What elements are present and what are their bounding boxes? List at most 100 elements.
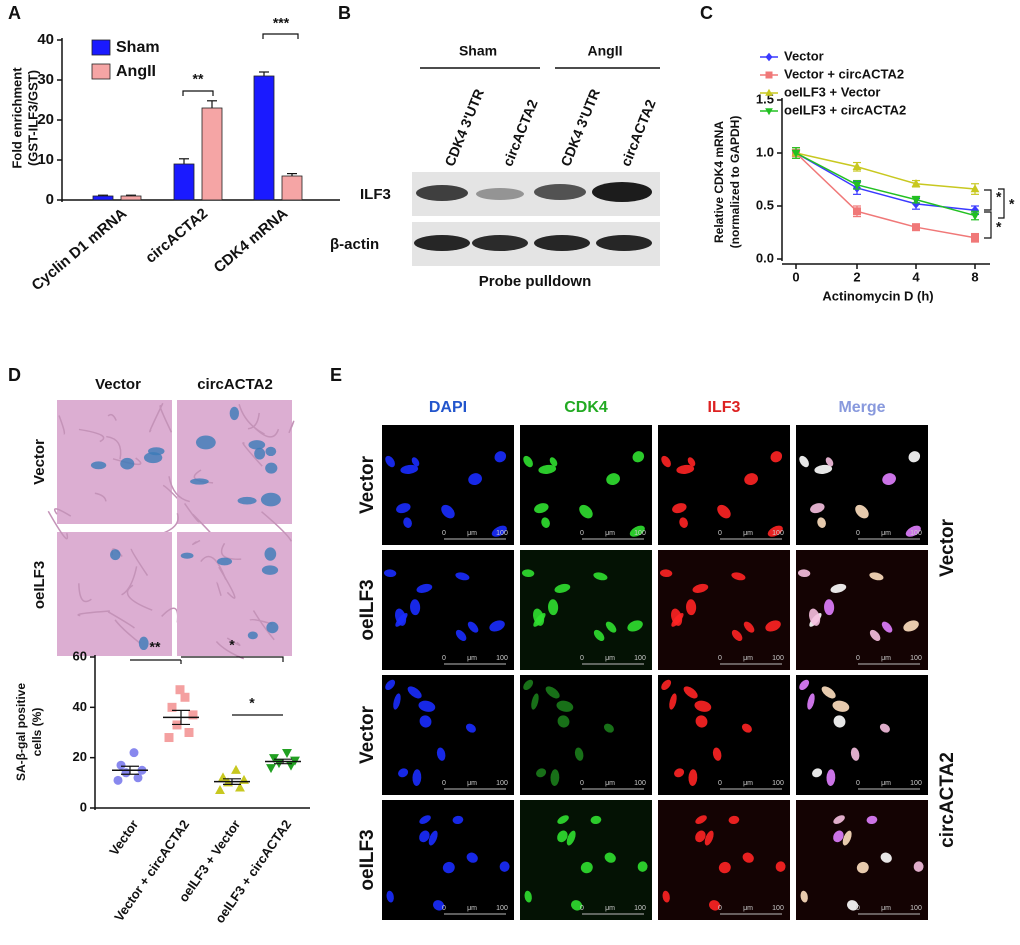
micrograph [382, 800, 514, 920]
scale-bar-label: 100 [634, 655, 646, 662]
nucleus [428, 830, 438, 846]
y-tick-label: 1.0 [756, 144, 774, 159]
nucleus [466, 852, 478, 863]
row-label: oeILF3 [357, 579, 378, 640]
cell-outline [192, 539, 201, 546]
nucleus [687, 457, 696, 467]
cell-outline [78, 583, 92, 603]
panel-label: B [338, 3, 351, 23]
nucleus [468, 473, 482, 486]
cell-outline [121, 566, 138, 596]
nucleus [671, 608, 683, 626]
annotation: * [229, 637, 235, 653]
scale-bar-label: 0 [442, 530, 446, 537]
nucleus [913, 861, 924, 872]
cytoplasm-glow [658, 550, 790, 670]
nucleus [632, 451, 645, 463]
annotation: * [996, 219, 1002, 235]
channel-label: DAPI [429, 399, 467, 416]
micrograph [658, 425, 790, 545]
nucleus [810, 503, 825, 514]
nucleus [385, 679, 396, 691]
nucleus [744, 473, 758, 486]
nucleus [866, 815, 878, 825]
nucleus [800, 890, 808, 903]
marker [116, 760, 126, 770]
legend-swatch [91, 63, 111, 80]
legend-label: Vector + circACTA2 [784, 66, 904, 81]
row-label: Vector [357, 455, 378, 514]
bar [281, 175, 303, 201]
nucleus [676, 464, 695, 474]
nucleus [855, 504, 869, 519]
nucleus [557, 815, 569, 824]
nucleus [403, 517, 412, 528]
y-tick-label: 40 [37, 31, 54, 48]
scale-bar-label: μm [467, 905, 477, 912]
legend-label: oeILF3 + circACTA2 [784, 102, 906, 117]
nucleus [386, 890, 394, 903]
nucleus [814, 464, 833, 474]
marker [282, 749, 292, 759]
significance-brackets [984, 188, 1005, 239]
y-tick-label: 60 [73, 648, 87, 663]
nucleus [491, 525, 507, 537]
cell-outline [47, 510, 69, 540]
annotation: *** [273, 15, 290, 31]
nucleus [523, 455, 533, 468]
nucleus [903, 620, 919, 632]
marker [970, 212, 980, 221]
cell-outline [94, 492, 107, 502]
nucleus [494, 451, 507, 463]
nucleus [661, 679, 672, 691]
nucleus [452, 815, 464, 825]
nucleus [712, 747, 722, 761]
row-label: Vector [357, 705, 378, 764]
cell-outline [220, 542, 242, 560]
nucleus [775, 861, 786, 872]
nucleus [604, 852, 616, 863]
cytoplasm-glow [520, 550, 652, 670]
blot-caption: Probe pulldown [479, 273, 592, 290]
nucleus [842, 830, 852, 846]
nucleus [396, 503, 411, 514]
marker [853, 207, 861, 216]
y-axis-label: SA-β-gal positive [14, 683, 28, 781]
cell-outline [226, 637, 241, 647]
nucleus [833, 715, 846, 728]
marker [180, 692, 190, 702]
bar [120, 195, 142, 201]
x-tick-label: Cyclin D1 mRNA [29, 205, 131, 294]
nucleus [807, 693, 815, 710]
nucleus [826, 769, 836, 786]
marker [188, 710, 198, 720]
cell-outline [261, 511, 292, 542]
x-tick-label: 0 [792, 269, 799, 284]
cell-outline [168, 476, 190, 503]
legend-label: oeILF3 + Vector [784, 84, 880, 99]
nucleus [521, 569, 535, 578]
x-tick-label: Vector [106, 817, 141, 858]
nucleus [683, 686, 698, 699]
micrograph [796, 550, 928, 670]
nucleus [830, 583, 847, 593]
stain [110, 549, 121, 561]
cell-outline [252, 610, 275, 641]
nucleus [393, 693, 401, 710]
marker [235, 782, 245, 792]
nucleus [695, 715, 708, 728]
marker [971, 233, 979, 242]
nucleus [398, 768, 409, 778]
series-line [795, 152, 976, 239]
stain [265, 446, 277, 457]
nucleus [695, 830, 706, 843]
stain [248, 440, 266, 450]
y-axis-label: Fold enrichment [9, 67, 24, 169]
nucleus [412, 769, 422, 786]
cell-outline [247, 412, 260, 430]
nucleus [709, 900, 721, 911]
nucleus [908, 451, 921, 463]
nucleus [436, 747, 446, 761]
scale-bar-label: 0 [442, 655, 446, 662]
nucleus [419, 815, 431, 824]
